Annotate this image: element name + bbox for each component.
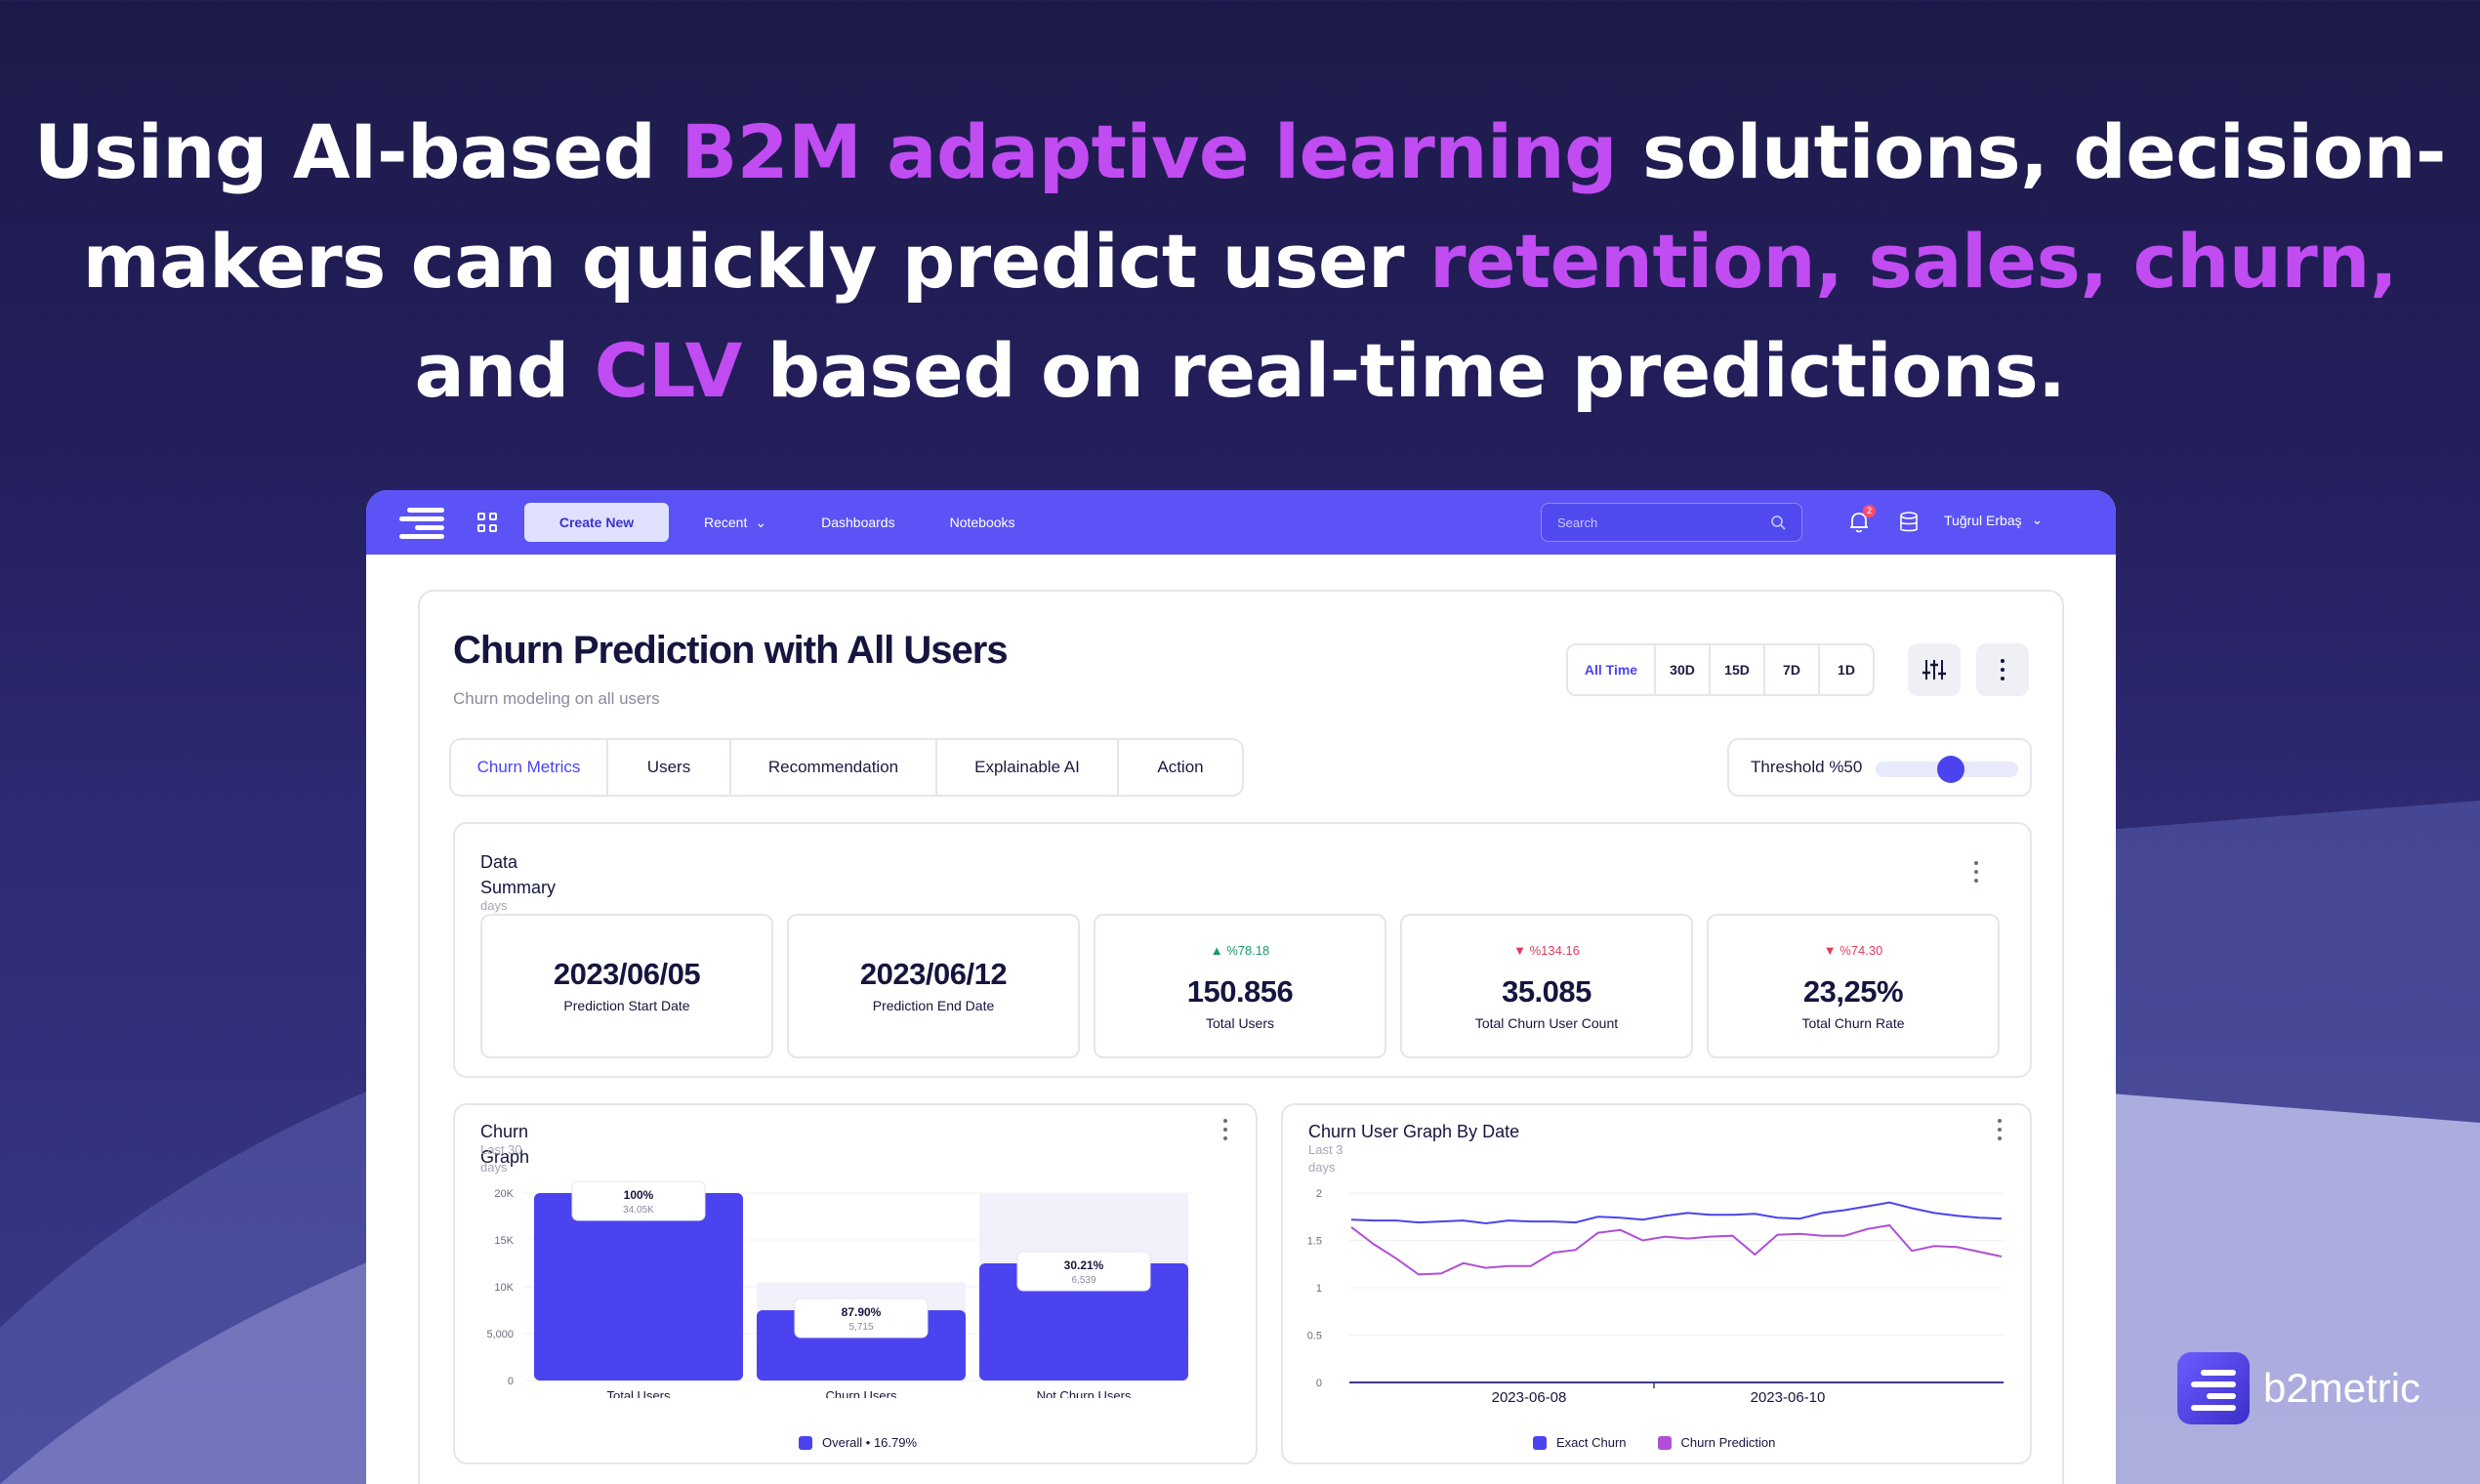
range-7d[interactable]: 7D — [1763, 645, 1818, 694]
churn-graph-title: Churn Graph — [480, 1122, 530, 1167]
legend-swatch — [799, 1435, 812, 1450]
dashboard-card: Churn Prediction with All Users Churn mo… — [418, 590, 2064, 1484]
stat-card-end-date: 2023/06/12 Prediction End Date — [787, 914, 1080, 1058]
data-summary-range: days — [480, 898, 508, 913]
churn-by-date-title: Churn User Graph By Date — [1308, 1122, 1520, 1141]
chevron-down-icon: ⌄ — [2031, 512, 2044, 527]
y-tick-label: 2 — [1316, 1188, 1322, 1200]
page-title: Churn Prediction with All Users — [453, 629, 1009, 672]
bar-data-sublabel: 34.05K — [623, 1205, 654, 1216]
tab-bar: Churn Metrics Users Recommendation Expla… — [449, 738, 1244, 797]
churn-graph-legend: Overall • 16.79% — [799, 1435, 917, 1450]
filter-settings-button[interactable] — [1908, 643, 1961, 696]
data-summary-title: Data Summary — [480, 852, 557, 897]
nav-dashboards[interactable]: Dashboards — [821, 515, 895, 530]
churn-graph-panel: Churn Graph Last 30 days 20K 15K 10K 5,000 0… — [453, 1103, 1258, 1464]
y-tick-label: 10K — [494, 1282, 514, 1294]
y-tick-label: 0 — [1316, 1378, 1322, 1389]
churn-graph-range: days — [480, 1160, 508, 1175]
tab-action[interactable]: Action — [1117, 740, 1242, 795]
nav-notebooks[interactable]: Notebooks — [949, 515, 1015, 530]
app-window: Create New Recent ⌄ Dashboards Notebooks … — [366, 490, 2116, 1484]
threshold-slider-handle[interactable] — [1937, 756, 1964, 783]
range-all-time[interactable]: All Time — [1584, 662, 1638, 678]
more-vertical-icon[interactable] — [1973, 861, 1979, 883]
brand-name: b2metric — [2263, 1365, 2421, 1411]
threshold-control: Threshold %50 — [1727, 738, 2032, 797]
tab-churn-metrics[interactable]: Churn Metrics — [476, 758, 581, 776]
notification-badge: 2 — [1863, 505, 1876, 517]
bar-data-label-box — [1016, 1251, 1151, 1292]
chevron-down-icon: ⌄ — [755, 514, 767, 530]
notification-bell-icon[interactable]: 2 — [1848, 505, 1876, 534]
legend-swatch-exact — [1533, 1435, 1547, 1450]
app-logo-icon[interactable] — [399, 506, 444, 539]
y-tick-label: 15K — [494, 1235, 514, 1247]
database-icon[interactable] — [1899, 512, 1919, 533]
x-tick-label: 2023-06-08 — [1492, 1389, 1567, 1406]
page-subtitle: Churn modeling on all users — [453, 689, 660, 708]
data-summary-panel: Data Summary days 2023/06/05 Prediction … — [453, 822, 2032, 1078]
churn-by-date-legend: Exact Churn Churn Prediction — [1533, 1435, 1775, 1450]
legend-swatch-prediction — [1657, 1435, 1672, 1450]
time-range-selector: All Time 30D 15D 7D 1D — [1566, 643, 1875, 696]
churn-line-chart: 2 1.5 1 0.5 0 2023-06-08 2023-06-10 — [1307, 1188, 2004, 1406]
bar-data-label: 87.90% — [842, 1305, 882, 1319]
y-tick-label: 20K — [494, 1188, 514, 1200]
bar-data-label: 100% — [624, 1188, 654, 1202]
x-tick-label: Total Users — [606, 1388, 671, 1398]
range-1d[interactable]: 1D — [1818, 645, 1873, 694]
search-icon — [1771, 515, 1786, 530]
bar-data-label: 30.21% — [1064, 1258, 1104, 1272]
tab-users[interactable]: Users — [606, 740, 729, 795]
top-navbar: Create New Recent ⌄ Dashboards Notebooks … — [366, 490, 2116, 555]
create-new-button[interactable]: Create New — [524, 503, 669, 542]
tab-explainable-ai[interactable]: Explainable AI — [935, 740, 1117, 795]
range-15d[interactable]: 15D — [1709, 645, 1763, 694]
x-tick-label: Not Churn Users — [1037, 1388, 1132, 1398]
churn-bar-chart: 20K 15K 10K 5,000 0 100% 34.05K Total Users 87.9… — [486, 1180, 1191, 1398]
y-tick-label: 1.5 — [1307, 1236, 1322, 1248]
stat-card-churn-count: ▼ %134.16 35.085 Total Churn User Count — [1400, 914, 1693, 1058]
y-tick-label: 0 — [508, 1376, 514, 1387]
series-line-churn-prediction — [1350, 1223, 2003, 1276]
change-up-indicator: ▲ %78.18 — [1210, 943, 1270, 958]
more-vertical-icon[interactable] — [1222, 1119, 1228, 1140]
more-vertical-icon[interactable] — [1997, 1119, 2003, 1140]
bar-data-label-box — [794, 1298, 929, 1339]
change-down-indicator: ▼ %134.16 — [1513, 943, 1580, 958]
search-input[interactable]: Search — [1541, 503, 1802, 542]
b2metric-logo-icon — [2177, 1352, 2250, 1424]
tab-recommendation[interactable]: Recommendation — [729, 740, 935, 795]
x-tick-label: Churn Users — [826, 1388, 897, 1398]
churn-by-date-panel: Churn User Graph By Date Last 3 days 2 1.… — [1281, 1103, 2032, 1464]
y-tick-label: 0.5 — [1307, 1331, 1322, 1342]
user-menu[interactable]: Tuğrul Erbaş ⌄ — [1944, 512, 2044, 528]
threshold-label: Threshold %50 — [1751, 758, 1863, 776]
nav-recent[interactable]: Recent ⌄ — [704, 514, 767, 531]
brand-logo: b2metric — [2177, 1352, 2420, 1424]
churn-by-date-range: days — [1308, 1160, 1336, 1175]
bar-data-sublabel: 6,539 — [1071, 1275, 1095, 1286]
churn-by-date-range-top: Last 3 — [1308, 1142, 1343, 1157]
headline: Using AI-based B2M adaptive learning sol… — [33, 108, 2447, 414]
y-tick-label: 5,000 — [486, 1329, 514, 1340]
sliders-icon — [1922, 660, 1946, 680]
bar-data-label-box — [571, 1180, 706, 1221]
range-30d[interactable]: 30D — [1654, 645, 1709, 694]
bar — [979, 1263, 1188, 1381]
apps-grid-icon[interactable] — [477, 513, 497, 532]
bar-data-sublabel: 5,715 — [848, 1322, 873, 1333]
bar — [534, 1193, 743, 1381]
stat-card-start-date: 2023/06/05 Prediction Start Date — [480, 914, 773, 1058]
churn-graph-range-top: Last 30 — [480, 1142, 522, 1157]
more-options-button[interactable] — [1976, 643, 2029, 696]
change-down-indicator: ▼ %74.30 — [1823, 943, 1883, 958]
y-tick-label: 1 — [1316, 1283, 1322, 1295]
x-tick-label: 2023-06-10 — [1751, 1389, 1826, 1406]
more-vertical-icon — [2000, 659, 2005, 680]
series-line-exact-churn — [1350, 1201, 2003, 1225]
stat-card-churn-rate: ▼ %74.30 23,25% Total Churn Rate — [1707, 914, 2000, 1058]
stat-card-total-users: ▲ %78.18 150.856 Total Users — [1094, 914, 1386, 1058]
